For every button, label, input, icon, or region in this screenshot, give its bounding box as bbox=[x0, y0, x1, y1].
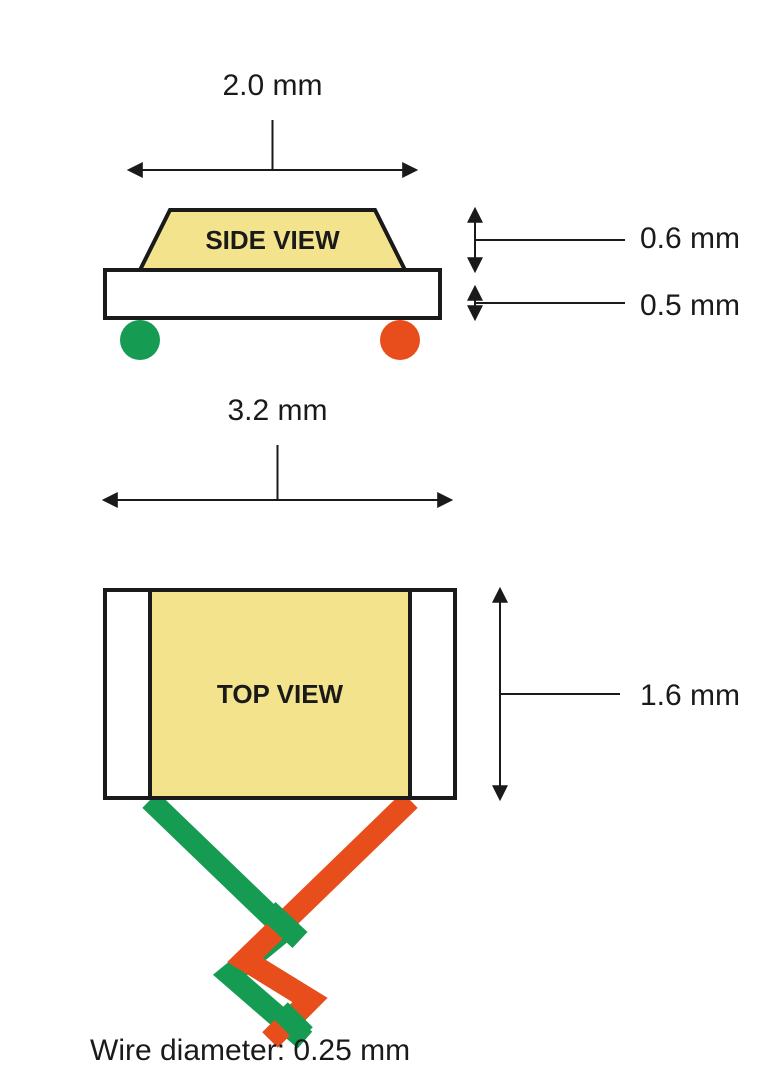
top-view-label: TOP VIEW bbox=[217, 679, 344, 709]
side-anode-dot bbox=[120, 320, 160, 360]
top-width-label: 3.2 mm bbox=[227, 394, 327, 427]
side-top-height-label: 0.6 mm bbox=[640, 222, 740, 255]
side-view-label: SIDE VIEW bbox=[205, 225, 340, 255]
side-led-base bbox=[105, 270, 440, 318]
wire-diameter-label: Wire diameter: 0.25 mm bbox=[90, 1034, 410, 1067]
top-height-label: 1.6 mm bbox=[640, 679, 740, 712]
side-cathode-dot bbox=[380, 320, 420, 360]
side-width-label: 2.0 mm bbox=[222, 69, 322, 102]
side-base-height-label: 0.5 mm bbox=[640, 289, 740, 322]
diagram-canvas: 2.0 mm SIDE VIEW 0.6 mm 0.5 mm 3.2 mm TOP VIE… bbox=[0, 0, 768, 1087]
